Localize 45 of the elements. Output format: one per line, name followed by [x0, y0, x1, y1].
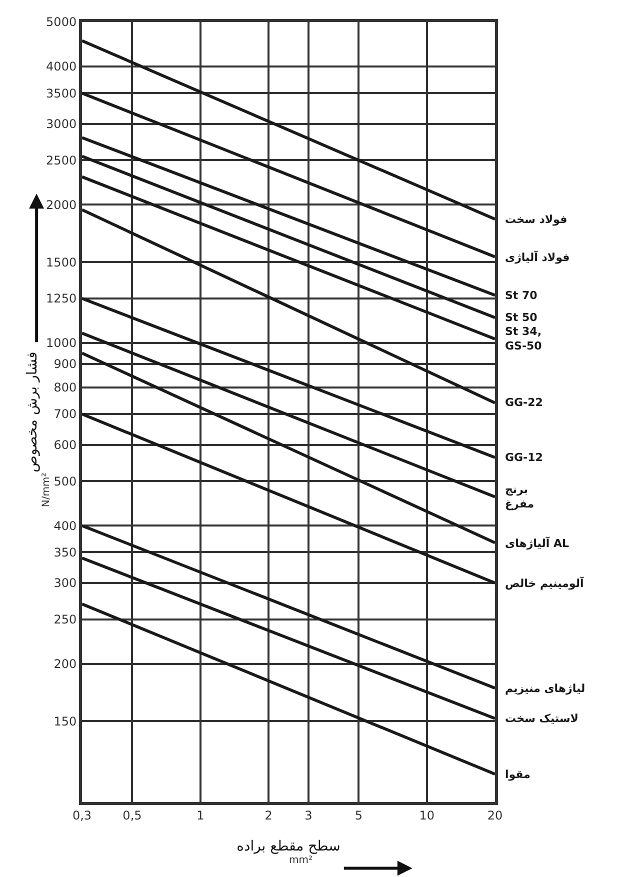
y-tick-label: 500 — [54, 474, 77, 488]
y-tick-label: 1500 — [46, 255, 77, 270]
y-axis-title: فشار برش مخصوص — [24, 352, 41, 472]
y-tick-label: 1250 — [46, 292, 77, 306]
y-tick-label: 1000 — [46, 336, 77, 350]
y-tick-label: 4000 — [46, 60, 77, 74]
y-tick-label: 5000 — [46, 15, 77, 30]
x-tick-label: 5 — [354, 808, 362, 822]
series-label: St 50 — [505, 311, 538, 324]
x-tick-label: 10 — [419, 808, 434, 822]
y-tick-label: 2000 — [46, 198, 77, 212]
y-tick-label: 400 — [54, 518, 77, 533]
x-axis-title: سطح مقطع براده — [236, 838, 340, 855]
y-tick-label: 300 — [54, 576, 77, 590]
x-tick-label: 20 — [487, 808, 503, 822]
y-tick-label: 600 — [54, 438, 77, 452]
series-label: مقوا — [505, 768, 530, 781]
y-tick-label: 3500 — [46, 86, 77, 100]
series-label: فولاد سخت — [505, 213, 568, 226]
y-tick-label: 350 — [54, 545, 77, 560]
text: mm² — [289, 855, 312, 866]
y-tick-label: 200 — [54, 657, 77, 671]
y-tick-label: 3000 — [46, 117, 77, 132]
y-tick-label: 150 — [54, 714, 77, 728]
y-tick-label: 250 — [54, 612, 77, 627]
series-label: آلومینیم خالص — [505, 576, 584, 590]
text: N/mm² — [41, 472, 52, 508]
y-tick-label: 700 — [54, 407, 77, 422]
series-label: برنج مفرغ — [505, 483, 534, 510]
y-tick-label: 900 — [54, 357, 77, 372]
x-tick-label: 1 — [196, 808, 204, 822]
series-label: آلیاژهای AL — [505, 536, 570, 550]
y-tick-label: 2500 — [46, 153, 77, 168]
series-label: فولاد آلیاژی — [505, 250, 570, 264]
x-tick-label: 2 — [264, 808, 272, 822]
series-label: لاستیک سخت — [505, 712, 578, 725]
y-tick-label: 800 — [54, 380, 77, 395]
series-label: St 34, GS-50 — [505, 325, 542, 352]
series-label: GG-22 — [505, 396, 543, 409]
series-label: GG-12 — [505, 451, 543, 464]
series-label: St 70 — [505, 289, 538, 302]
x-tick-label: 0,5 — [122, 808, 142, 822]
series-label: لیاژهای منیزیم — [505, 682, 586, 695]
x-tick-label: 0,3 — [72, 808, 92, 822]
x-tick-label: 3 — [304, 808, 312, 822]
